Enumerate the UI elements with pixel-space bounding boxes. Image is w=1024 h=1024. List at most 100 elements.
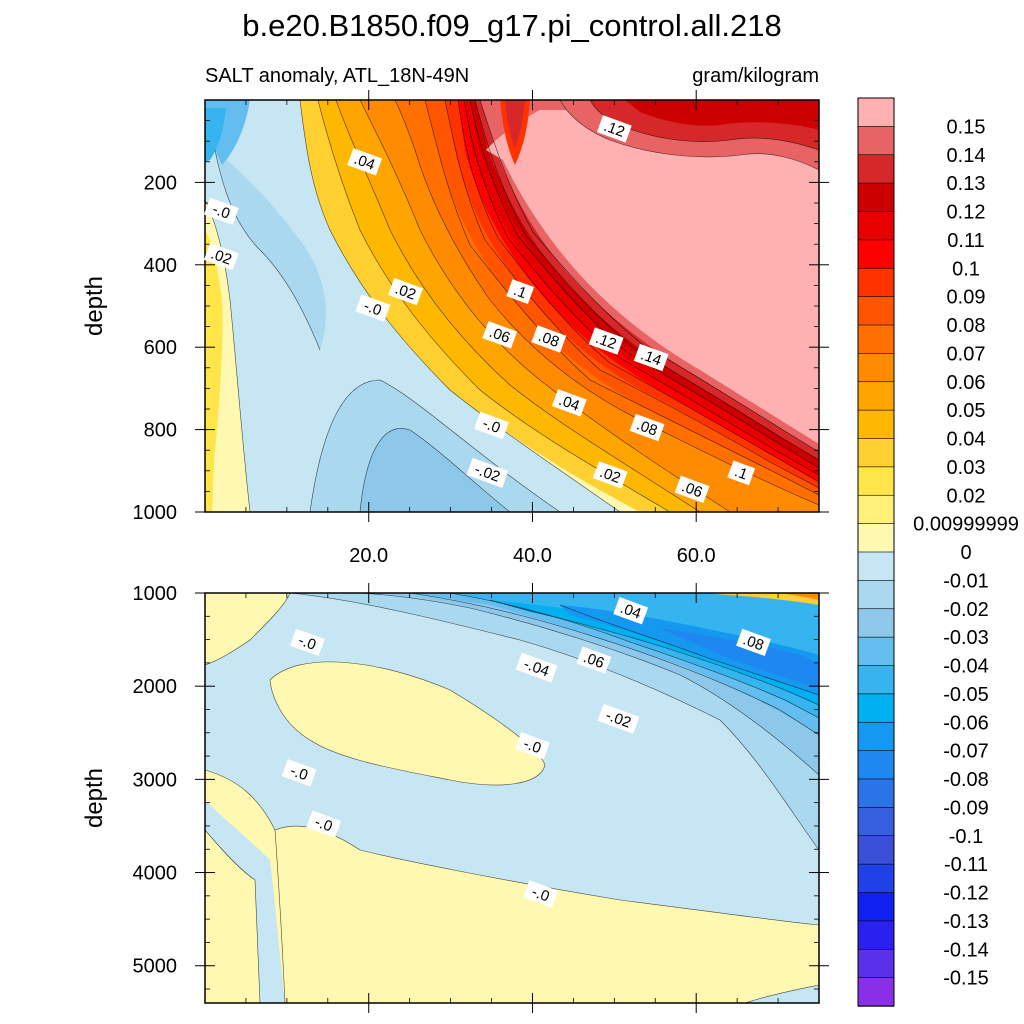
- upper-contour-fills: [205, 100, 819, 512]
- contour-label-box: [466, 457, 509, 488]
- colorbar-label: 0.12: [947, 202, 986, 224]
- lower-plot-frame: [204, 592, 820, 1004]
- y-tick-label: 600: [144, 337, 177, 359]
- contour-label-text: .06: [487, 324, 512, 347]
- colorbar-swatch: [857, 154, 895, 184]
- contour-label-box: [203, 242, 239, 271]
- colorbar-swatch: [857, 438, 895, 468]
- colorbar-swatch: [857, 948, 895, 979]
- contour-label: -.0: [306, 810, 342, 838]
- colorbar-swatch: [857, 324, 895, 355]
- colorbar-swatch: [857, 523, 895, 553]
- contour-label-text: .04: [352, 151, 377, 174]
- colorbar-swatch: [857, 182, 895, 213]
- colorbar-swatch: [857, 636, 895, 667]
- colorbar-label: 0.07: [947, 343, 986, 365]
- contour-label-box: [629, 413, 665, 442]
- contour-label-text: .04: [618, 600, 643, 623]
- colorbar-label: -0.12: [943, 883, 989, 905]
- colorbar-label: 0.02: [947, 485, 986, 507]
- contour-label: .06: [576, 646, 612, 674]
- contour-label-text: -.0: [288, 762, 310, 784]
- contour-label: -.0: [203, 197, 239, 225]
- contour-label-box: [306, 810, 342, 838]
- upper-tick-labels: 20.0 40.0 60.0 200 400 600 800 1000: [133, 172, 716, 567]
- contour-label-text: .08: [536, 328, 561, 351]
- contour-label: .06: [674, 475, 710, 504]
- contour-label-text: .1: [732, 463, 750, 483]
- colorbar-swatch: [857, 494, 895, 525]
- contour-label-box: [515, 732, 550, 760]
- upper-y-axis-label: depth: [81, 276, 108, 336]
- contour-label: .04: [613, 597, 649, 625]
- contour-label: -.0: [355, 294, 391, 322]
- contour-label-box: [597, 703, 640, 734]
- contour-label: -.0: [515, 732, 550, 760]
- contour-label-box: [523, 880, 559, 908]
- colorbar-swatch: [857, 778, 895, 809]
- contour-label-text: .06: [679, 478, 704, 501]
- contour-label: .02: [388, 277, 423, 306]
- colorbar-swatch: [857, 892, 895, 922]
- contour-label: .02: [592, 461, 628, 489]
- y-tick-label: 4000: [133, 863, 178, 885]
- colorbar-label: -0.15: [943, 968, 989, 990]
- colorbar-label: 0.13: [947, 173, 986, 195]
- contour-label: .1: [506, 279, 535, 304]
- contour-label-text: .04: [556, 392, 581, 415]
- colorbar-swatch: [857, 863, 895, 894]
- contour-label: .06: [482, 321, 518, 349]
- contour-label-text: -.0: [521, 735, 543, 757]
- contour-label-text: .02: [208, 245, 233, 268]
- right-subtitle: gram/kilogram: [692, 65, 819, 87]
- contour-label-text: -.0: [362, 298, 384, 320]
- contour-label-box: [281, 759, 317, 787]
- colorbar-label: -0.08: [943, 769, 989, 791]
- contour-label: .04: [347, 148, 383, 176]
- y-tick-label: 400: [144, 255, 177, 277]
- colorbar-label: -0.02: [943, 599, 989, 621]
- colorbar-labels: 0.15 0.14 0.13 0.12 0.11 0.1 0.09 0.08 0.07 0.06 0…: [913, 116, 1019, 989]
- x-tick-label: 20.0: [349, 545, 388, 567]
- colorbar-swatch: [857, 296, 895, 326]
- colorbar-label: -0.05: [943, 684, 989, 706]
- contour-label-box: [736, 628, 771, 657]
- y-tick-label: 2000: [133, 676, 178, 698]
- colorbar-swatch: [857, 409, 895, 440]
- contour-label: -.0: [281, 759, 317, 787]
- colorbar-frame: [857, 97, 895, 1007]
- colorbar-label: 0: [960, 542, 971, 564]
- contour-label-box: [674, 475, 710, 504]
- colorbar-label: 0.04: [947, 429, 986, 451]
- contour-label-text: .1: [511, 282, 529, 302]
- colorbar-label: -0.06: [943, 712, 989, 734]
- contour-label-box: [551, 389, 587, 417]
- contour-label-box: [576, 646, 612, 674]
- lower-tick-labels: 1000 2000 3000 4000 5000: [133, 583, 178, 978]
- contour-label: .08: [531, 325, 567, 353]
- contour-label-text: -.0: [480, 415, 502, 437]
- upper-axis-ticks: [195, 90, 829, 522]
- colorbar-swatch: [857, 381, 895, 411]
- colorbar-swatch: [857, 239, 895, 269]
- colorbar-swatch: [857, 580, 895, 610]
- contour-label-box: [388, 277, 423, 306]
- contour-label-box: [515, 652, 558, 683]
- colorbar-label: 0.1: [952, 258, 980, 280]
- contour-label-text: .14: [638, 346, 663, 369]
- contour-label-box: [347, 148, 383, 176]
- contour-label-box: [633, 343, 669, 372]
- colorbar-swatch: [857, 551, 895, 582]
- contour-label: .1: [727, 460, 756, 486]
- colorbar-label: 0.14: [947, 145, 986, 167]
- contour-label-box: [474, 411, 509, 440]
- contour-label-box: [506, 279, 535, 304]
- contour-label-box: [613, 597, 649, 625]
- contour-label-text: .12: [593, 330, 618, 353]
- colorbar-swatch: [857, 97, 895, 128]
- colorbar-label: 0.15: [947, 116, 986, 138]
- contour-label: .04: [551, 389, 587, 417]
- y-tick-label: 3000: [133, 769, 178, 791]
- contour-label-box: [727, 460, 756, 486]
